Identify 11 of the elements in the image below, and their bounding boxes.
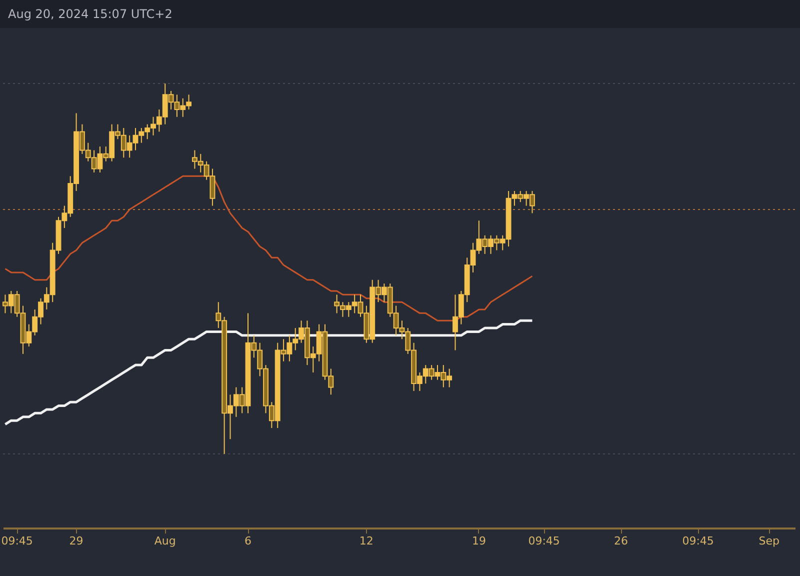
x-tick-label: 09:45 — [682, 534, 714, 548]
text: Aug 20, 2024 15:07 UTC+2 — [0, 0, 800, 28]
x-tick-label: 6 — [244, 534, 252, 548]
x-tick-label: 19 — [472, 534, 486, 548]
x-tick-label: 12 — [359, 534, 374, 548]
x-tick-label: Aug — [154, 534, 176, 548]
x-tick-label: 09:45 — [528, 534, 560, 548]
x-tick-label: Sep — [758, 534, 780, 548]
x-tick-label: 26 — [614, 534, 628, 548]
x-tick-label: 29 — [69, 534, 84, 548]
x-tick-label: 09:45 — [1, 534, 33, 548]
